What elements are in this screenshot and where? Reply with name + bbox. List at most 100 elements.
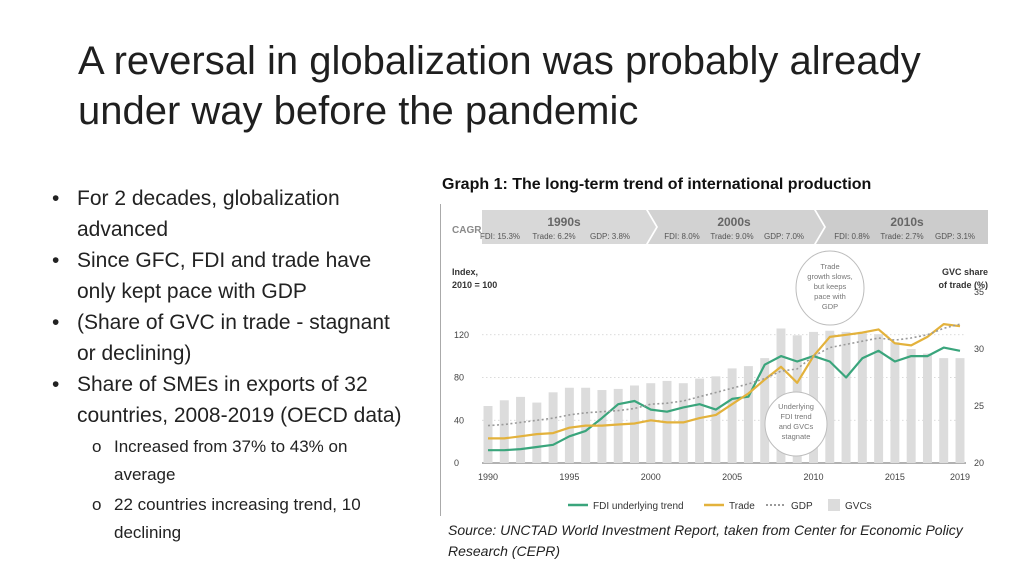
annotation-bubble: [795, 250, 865, 326]
left-tick-label: 80: [454, 373, 464, 383]
chart-series: [487, 322, 961, 452]
annotation-line: growth slows,: [807, 272, 852, 281]
gvc-bar: [532, 402, 542, 463]
sub-bullet-marker: o: [92, 437, 102, 456]
sub-bullet-item: o Increased from 37% to 43% on average: [52, 433, 402, 489]
sub-bullet-text: Increased from 37% to 43% on average: [114, 437, 348, 484]
bullet-item: • (Share of GVC in trade - stagnant or d…: [52, 307, 402, 369]
bullet-list: • For 2 decades, globalization advanced …: [52, 183, 402, 547]
annotation-line: FDI trend: [780, 412, 811, 421]
legend-label: FDI underlying trend: [593, 501, 684, 512]
x-ticks: 1990 1995 2000 2005 2010 2015 2019: [478, 472, 970, 482]
gvc-bar: [613, 388, 623, 463]
bullet-item: • For 2 decades, globalization advanced: [52, 183, 402, 245]
gvc-bar: [857, 331, 867, 463]
x-tick-label: 2015: [885, 472, 905, 482]
cagr-gdp: GDP: 3.1%: [935, 232, 975, 241]
left-tick-label: 0: [454, 458, 459, 468]
right-axis-label-line: GVC share: [942, 267, 988, 277]
x-tick-label: 2000: [641, 472, 661, 482]
cagr-period-2000s: [648, 210, 824, 244]
cagr-band: CAGR 1990s FDI: 15.3% Trade: 6.2% GDP: 3…: [452, 210, 988, 244]
bullet-dot: •: [52, 373, 60, 396]
cagr-label: CAGR: [452, 225, 482, 236]
gvc-bar: [890, 342, 900, 463]
series-line-fdi-underlying-trend: [488, 346, 961, 452]
cagr-gdp: GDP: 7.0%: [764, 232, 804, 241]
gvc-bar: [516, 396, 526, 463]
source-note: Source: UNCTAD World Investment Report, …: [448, 522, 963, 559]
gvc-bar: [939, 358, 949, 463]
x-tick-label: 2005: [722, 472, 742, 482]
legend-label: GVCs: [845, 501, 872, 512]
gvc-bar: [711, 376, 721, 463]
left-tick-label: 120: [454, 330, 469, 340]
cagr-trade: Trade: 6.2%: [532, 232, 575, 241]
legend-swatch: [828, 499, 840, 511]
left-axis-label-line: 2010 = 100: [452, 280, 497, 290]
bullet-text: Since GFC, FDI and trade have only kept …: [77, 249, 372, 303]
x-tick-label: 2010: [804, 472, 824, 482]
gvc-bar: [483, 406, 493, 463]
annotation-line: stagnate: [782, 432, 811, 441]
gvc-bar: [695, 378, 705, 463]
bullet-item: • Since GFC, FDI and trade have only kep…: [52, 245, 402, 307]
legend-label: Trade: [729, 501, 755, 512]
gvc-bar: [906, 349, 916, 463]
gvc-bar: [841, 331, 851, 463]
bullet-text: For 2 decades, globalization advanced: [77, 187, 340, 241]
annotation-line: and GVCs: [779, 422, 814, 431]
annotation-fdi-stagnate: Underlying FDI trend and GVCs stagnate: [764, 391, 828, 457]
gvc-bar: [646, 383, 656, 463]
gvc-bar: [760, 358, 770, 463]
x-tick-label: 1990: [478, 472, 498, 482]
cagr-period-name: 1990s: [547, 215, 581, 229]
cagr-gdp: GDP: 3.8%: [590, 232, 630, 241]
series-line-gdp: [487, 323, 961, 427]
right-tick-label: 20: [974, 458, 984, 468]
annotation-line: but keeps: [814, 282, 847, 291]
chart-legend: FDI underlying trend Trade GDP GVCs: [568, 499, 872, 512]
right-axis-label-line: of trade (%): [939, 280, 989, 290]
bullet-dot: •: [52, 187, 60, 210]
graph-title: Graph 1: The long-term trend of internat…: [442, 176, 872, 193]
cagr-period-name: 2000s: [717, 215, 751, 229]
annotation-line: Trade: [820, 262, 839, 271]
bullet-dot: •: [52, 249, 60, 272]
left-tick-label: 40: [454, 415, 464, 425]
sub-bullet-item: o 22 countries increasing trend, 10 decl…: [52, 491, 402, 547]
cagr-fdi: FDI: 0.8%: [834, 232, 870, 241]
chart-grid: [482, 334, 966, 464]
gvc-bar: [743, 366, 753, 463]
x-tick-label: 2019: [950, 472, 970, 482]
gvc-bar: [874, 334, 884, 463]
left-axis-label-line: Index,: [452, 267, 478, 277]
annotation-line: pace with: [814, 292, 846, 301]
bullet-item: • Share of SMEs in exports of 32 countri…: [52, 369, 402, 431]
bullet-dot: •: [52, 311, 60, 334]
cagr-fdi: FDI: 8.0%: [664, 232, 700, 241]
annotation-trade-slows: Trade growth slows, but keeps pace with …: [795, 250, 865, 326]
bullet-text: (Share of GVC in trade - stagnant or dec…: [77, 311, 390, 365]
gvc-bar: [955, 358, 965, 463]
right-tick-label: 30: [974, 344, 984, 354]
left-y-ticks: 0 40 80 120: [454, 330, 469, 468]
gvc-bar: [825, 330, 835, 463]
annotation-line: GDP: [822, 302, 838, 311]
cagr-trade: Trade: 2.7%: [880, 232, 923, 241]
cagr-period-name: 2010s: [890, 215, 924, 229]
gvc-bar: [727, 368, 737, 463]
cagr-fdi: FDI: 15.3%: [480, 232, 520, 241]
right-y-ticks: 20 25 30 35: [974, 287, 984, 468]
international-production-chart: CAGR 1990s FDI: 15.3% Trade: 6.2% GDP: 3…: [440, 204, 989, 516]
right-tick-label: 25: [974, 401, 984, 411]
legend-label: GDP: [791, 501, 813, 512]
series-line-trade: [488, 322, 961, 440]
x-tick-label: 1995: [559, 472, 579, 482]
cagr-trade: Trade: 9.0%: [710, 232, 753, 241]
sub-bullet-text: 22 countries increasing trend, 10 declin…: [114, 495, 361, 542]
slide-title: A reversal in globalization was probably…: [78, 39, 921, 133]
annotation-line: Underlying: [778, 402, 814, 411]
gvc-bar: [499, 400, 509, 463]
gvc-bar: [564, 387, 574, 463]
